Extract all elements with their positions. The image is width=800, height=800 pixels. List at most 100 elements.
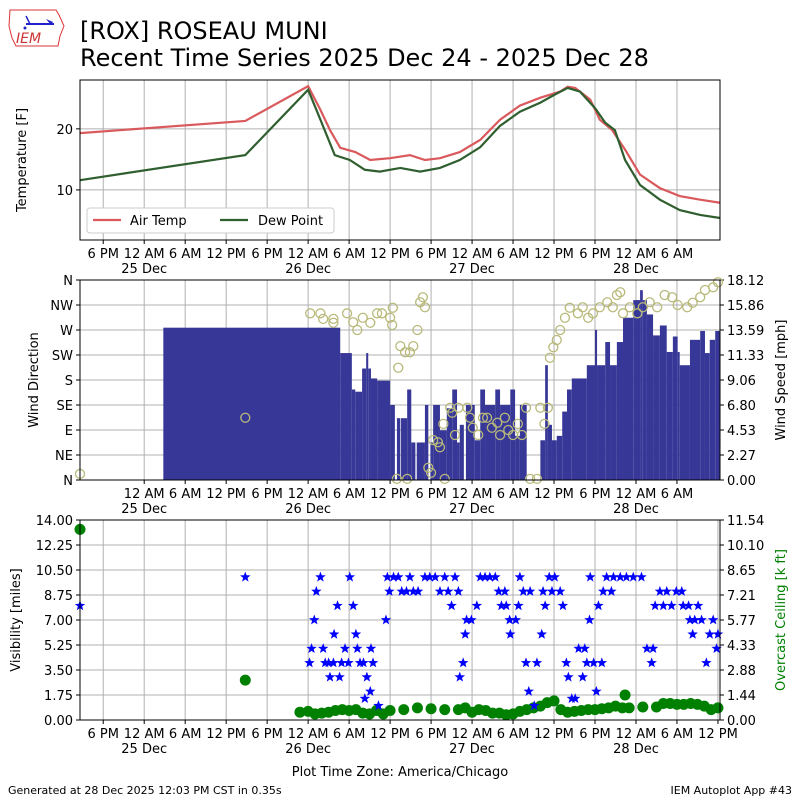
x-tick-label: 12 PM xyxy=(206,727,246,742)
visibility-point xyxy=(460,628,471,639)
wind-speed-bar xyxy=(623,317,634,480)
ceiling-point xyxy=(500,709,512,721)
wind-speed-bar xyxy=(616,342,624,480)
x-date-label: 28 Dec xyxy=(613,502,659,517)
ceiling-point xyxy=(329,704,341,716)
x-tick-label: 12 AM xyxy=(288,727,329,742)
visibility-point xyxy=(412,585,424,596)
visibility-point xyxy=(518,585,529,596)
visibility-point xyxy=(343,657,354,668)
x-date-label: 27 Dec xyxy=(449,742,495,757)
x-tick-label: 12 PM xyxy=(698,727,738,742)
visibility-point xyxy=(704,628,715,639)
page-subtitle: Recent Time Series 2025 Dec 24 - 2025 De… xyxy=(80,44,649,72)
wind-speed-bar xyxy=(510,389,516,480)
speed-tick-label: 13.59 xyxy=(727,324,764,339)
y-axis-label-left: Wind Direction xyxy=(27,332,42,428)
ceiling-point xyxy=(685,698,697,710)
visibility-point xyxy=(505,628,516,639)
wind-direction-point xyxy=(695,292,706,303)
x-tick-label: 12 PM xyxy=(534,727,574,742)
ceiling-point xyxy=(534,700,546,712)
visibility-point xyxy=(677,600,689,611)
visibility-point xyxy=(689,614,700,625)
direction-tick-label: NE xyxy=(55,449,73,464)
visibility-point xyxy=(317,643,329,653)
wind-direction-point xyxy=(535,402,546,413)
ceiling-tick-label: 4.33 xyxy=(727,639,756,654)
direction-tick-label: E xyxy=(65,424,73,439)
visibility-point xyxy=(454,671,465,682)
wind-direction-point xyxy=(652,302,663,313)
x-date-label: 27 Dec xyxy=(449,502,495,517)
ceiling-point xyxy=(555,704,567,716)
legend-air-temp-label: Air Temp xyxy=(130,214,187,229)
wind-direction-point xyxy=(624,302,635,313)
wind-direction-point xyxy=(402,473,413,485)
ceiling-point xyxy=(480,704,492,716)
wind-direction-point xyxy=(481,412,493,423)
legend-dew-point-label: Dew Point xyxy=(258,214,323,229)
wind-direction-point xyxy=(387,302,398,313)
x-tick-label: 12 AM xyxy=(124,487,165,502)
x-tick-label: 6 PM xyxy=(251,487,282,502)
visibility-point xyxy=(365,643,377,653)
visibility-point xyxy=(419,571,431,582)
ceiling-point xyxy=(316,707,328,719)
wind-direction-point xyxy=(386,319,398,331)
wind-direction-point xyxy=(477,412,489,423)
wind-speed-bar xyxy=(704,353,710,480)
ceiling-point xyxy=(705,704,717,716)
x-tick-label: 12 PM xyxy=(206,487,246,502)
visibility-point xyxy=(396,585,407,596)
visibility-point xyxy=(457,657,469,668)
wind-speed-bar xyxy=(430,442,434,480)
visibility-point xyxy=(309,614,320,625)
ceiling-point xyxy=(323,706,335,718)
wind-speed-bar xyxy=(642,300,647,480)
x-tick-label: 12 AM xyxy=(616,727,657,742)
wind-direction-point xyxy=(408,340,419,352)
wind-direction-point xyxy=(486,422,498,433)
wind-direction-point xyxy=(607,302,618,313)
wind-direction-point xyxy=(74,468,86,480)
x-tick-label: 12 AM xyxy=(124,247,165,262)
x-tick-label: 12 AM xyxy=(452,247,493,262)
visibility-point xyxy=(584,614,595,625)
visibility-point xyxy=(429,571,441,582)
x-tick-label: 6 AM xyxy=(169,727,202,742)
app-label: IEM Autoplot App #43 xyxy=(670,784,793,797)
wind-speed-bar xyxy=(377,380,391,480)
x-date-label: 25 Dec xyxy=(121,502,167,517)
ceiling-point xyxy=(657,698,669,710)
visibility-point xyxy=(401,585,412,596)
visibility-point xyxy=(493,585,504,596)
visibility-point xyxy=(442,585,454,596)
visibility-point xyxy=(524,585,536,596)
wind-speed-bar xyxy=(689,339,701,480)
ceiling-point xyxy=(582,704,594,716)
visibility-point xyxy=(393,571,404,582)
x-tick-label: 12 PM xyxy=(534,487,574,502)
x-tick-label: 6 AM xyxy=(333,487,366,502)
ceiling-point xyxy=(712,702,724,714)
visibility-point xyxy=(641,643,653,653)
wind-speed-bar xyxy=(366,353,369,480)
visibility-point xyxy=(676,585,687,596)
visibility-point xyxy=(596,657,608,668)
wind-direction-point xyxy=(341,308,353,319)
visibility-point xyxy=(74,600,86,611)
x-tick-label: 12 PM xyxy=(206,247,246,262)
wind-direction-point xyxy=(371,308,383,319)
visibility-point xyxy=(446,600,457,611)
ceiling-point xyxy=(637,701,649,713)
visibility-point xyxy=(350,628,362,639)
x-tick-label: 12 AM xyxy=(124,727,165,742)
ceiling-point xyxy=(302,705,314,717)
ceiling-point xyxy=(589,704,601,716)
visibility-point xyxy=(449,571,461,582)
x-date-label: 26 Dec xyxy=(285,502,331,517)
wind-speed-bar xyxy=(474,440,481,480)
ceiling-point xyxy=(343,704,355,716)
wind-speed-bar xyxy=(605,342,611,480)
